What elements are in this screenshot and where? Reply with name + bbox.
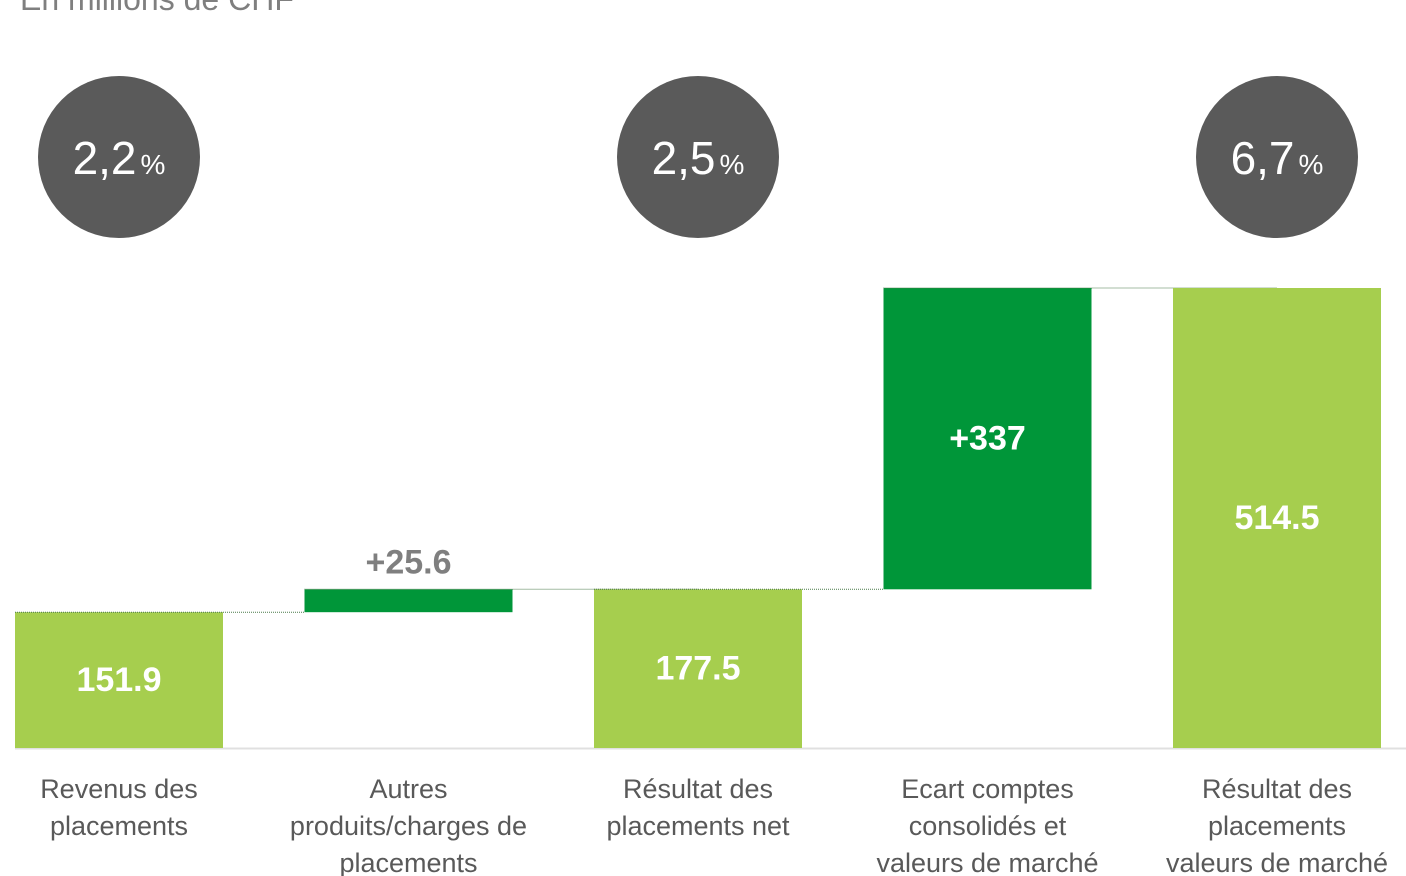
x-tick-label: Revenus des placements — [40, 774, 198, 841]
rate-label: 6,7% — [1231, 132, 1324, 184]
x-tick-label: Résultat des placements valeurs de marché — [1166, 774, 1388, 876]
bar — [15, 612, 223, 748]
rate-badge: 2,5% — [617, 76, 779, 238]
rate-label: 2,5% — [652, 132, 745, 184]
x-tick-label-line: Ecart comptes — [901, 774, 1074, 804]
value-label: 514.5 — [1234, 499, 1319, 537]
bar — [883, 288, 1092, 590]
rate-unit: % — [720, 149, 745, 180]
x-tick-label-line: valeurs de marché — [1166, 848, 1388, 876]
rate-unit: % — [1299, 149, 1324, 180]
x-tick-label-line: placements net — [606, 811, 790, 841]
rate-circle — [38, 76, 200, 238]
x-tick-label-line: placements — [1208, 811, 1346, 841]
x-tick-label-line: produits/charges de — [290, 811, 527, 841]
rate-badge: 6,7% — [1196, 76, 1358, 238]
x-tick-label: Autres produits/charges de placements — [290, 774, 527, 876]
value-label: 177.5 — [655, 650, 740, 688]
x-tick-label-line: placements — [339, 848, 477, 876]
rate-value: 2,2 — [73, 132, 137, 184]
x-tick-label-line: Autres — [369, 774, 447, 804]
value-label: +25.6 — [365, 543, 451, 581]
rate-circle — [617, 76, 779, 238]
rate-value: 2,5 — [652, 132, 716, 184]
rate-label: 2,2% — [73, 132, 166, 184]
x-tick-label-line: Résultat des — [623, 774, 773, 804]
x-tick-label-line: valeurs de marché — [876, 848, 1098, 876]
x-tick-label-line: Revenus des — [40, 774, 198, 804]
bar — [304, 589, 513, 613]
rate-badge: 2,2% — [38, 76, 200, 238]
value-label: 151.9 — [76, 661, 161, 699]
chart-subtitle: En millions de CHF — [20, 0, 294, 17]
bar — [594, 589, 802, 748]
value-label: +337 — [949, 420, 1026, 458]
rate-unit: % — [141, 149, 166, 180]
x-tick-label-line: placements — [50, 811, 188, 841]
x-tick-label-line: Résultat des — [1202, 774, 1352, 804]
rate-value: 6,7 — [1231, 132, 1295, 184]
x-tick-label: Ecart comptes consolidés et valeurs de mar… — [876, 774, 1098, 876]
x-tick-label-line: consolidés et — [909, 811, 1067, 841]
bar — [1173, 288, 1381, 748]
rate-circle — [1196, 76, 1358, 238]
x-tick-label: Résultat des placements net — [606, 774, 790, 841]
